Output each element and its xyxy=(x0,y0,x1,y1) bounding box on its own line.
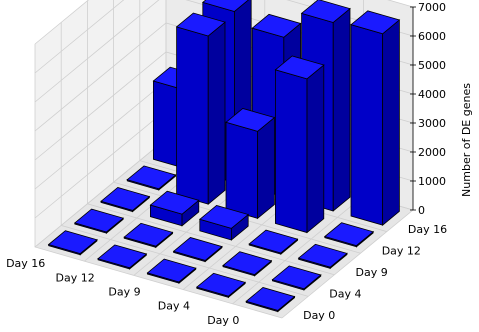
z-tick-label: 3000 xyxy=(418,117,446,130)
bar xyxy=(47,230,98,256)
y-tick-label: Day 0 xyxy=(303,309,335,322)
bar xyxy=(195,272,247,299)
bar xyxy=(245,287,296,313)
y-tick-label: Day 4 xyxy=(329,288,361,301)
z-tick-label: 5000 xyxy=(418,59,446,72)
bar-face-front xyxy=(225,121,259,219)
bar-face-top xyxy=(195,272,247,297)
bar xyxy=(350,10,401,227)
bar-face-top xyxy=(323,222,375,247)
bar-face-top xyxy=(73,208,125,233)
bar xyxy=(146,258,197,285)
bar-face-top xyxy=(201,0,249,12)
bar xyxy=(222,251,273,277)
bar xyxy=(172,237,223,263)
bar xyxy=(149,190,200,227)
bar xyxy=(297,243,348,270)
bar xyxy=(100,187,151,213)
bar-face-top xyxy=(175,12,226,37)
bar-face-top xyxy=(245,287,296,311)
left-pane xyxy=(35,0,166,247)
bar-face-top xyxy=(271,265,322,290)
bar-face-top xyxy=(47,230,98,255)
bar xyxy=(123,222,174,249)
bar-face-top xyxy=(172,237,223,261)
z-tick-label: 6000 xyxy=(418,30,446,43)
z-axis-label: Number of DE genes xyxy=(460,83,473,197)
bar xyxy=(97,244,148,270)
z-tick-label: 7000 xyxy=(418,1,446,14)
bar-face-top xyxy=(97,244,148,269)
bar xyxy=(274,55,325,234)
bar xyxy=(73,208,125,235)
bar xyxy=(271,265,322,291)
z-tick-label: 0 xyxy=(418,204,425,217)
x-tick-label: Day 12 xyxy=(55,271,94,284)
y-tick-label: Day 12 xyxy=(382,244,421,257)
bar-face-front xyxy=(350,24,384,226)
bar xyxy=(198,205,250,241)
bar xyxy=(248,229,299,256)
bar xyxy=(225,108,276,220)
bar-face-top xyxy=(300,0,351,23)
bar-face-top xyxy=(350,10,401,35)
bar-face-top xyxy=(149,190,200,215)
bar-face-top xyxy=(222,251,273,276)
y-tick-label: Day 16 xyxy=(408,223,447,236)
axes: Day 0 Day 4 Day 9 Day 12 Day 16 Day 0 Day 4 Day… xyxy=(6,1,447,327)
bars xyxy=(47,0,401,313)
bar-face-top xyxy=(146,258,197,283)
x-tick-label: Day 4 xyxy=(158,300,190,313)
bar xyxy=(175,12,226,206)
bar-face-side xyxy=(306,64,325,234)
z-grid-line xyxy=(34,0,414,45)
bar-face-top xyxy=(198,205,250,229)
bar-face-front xyxy=(176,26,209,205)
bar-face-top xyxy=(251,13,302,38)
bar-face-top xyxy=(274,55,325,80)
bar-face-top xyxy=(100,187,151,211)
bar xyxy=(323,222,375,248)
bar-face-top xyxy=(225,108,276,132)
bar-face-top xyxy=(248,229,299,254)
bar-face-front xyxy=(275,69,308,234)
bar xyxy=(126,165,177,191)
z-tick-label: 1000 xyxy=(418,175,446,188)
bar-face-side xyxy=(257,116,275,220)
z-tick-label: 4000 xyxy=(418,88,446,101)
z-tick-label: 2000 xyxy=(418,146,446,159)
x-tick-label: Day 0 xyxy=(207,314,239,327)
bar-face-side xyxy=(382,19,400,227)
bar-face-top xyxy=(297,243,348,268)
bar-face-top xyxy=(123,222,174,247)
bar-face-side xyxy=(332,7,351,212)
x-tick-label: Day 16 xyxy=(6,257,45,270)
y-tick-label: Day 9 xyxy=(356,266,388,279)
x-tick-label: Day 9 xyxy=(108,286,140,299)
bar-face-side xyxy=(207,21,226,206)
bar-face-top xyxy=(126,165,177,190)
